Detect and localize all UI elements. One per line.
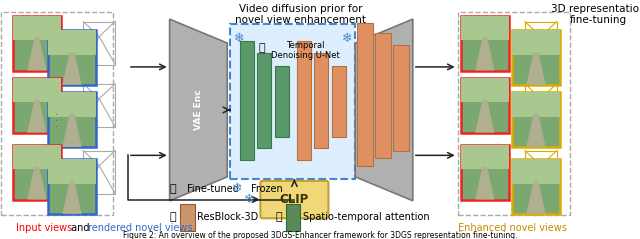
Text: and: and (68, 223, 93, 233)
Text: · · ·: · · · (507, 112, 517, 127)
Text: CLIP: CLIP (280, 193, 309, 206)
Bar (461, 145, 509, 169)
Text: ResBlock-3D: ResBlock-3D (197, 212, 259, 223)
Bar (461, 16, 509, 71)
Polygon shape (63, 114, 82, 147)
Bar (13, 16, 61, 40)
Bar (512, 92, 560, 117)
Text: Input views: Input views (16, 223, 72, 233)
Text: 3D representation
fine-tuning: 3D representation fine-tuning (551, 4, 640, 25)
Polygon shape (27, 38, 46, 71)
Bar (375, 33, 391, 158)
Bar (393, 45, 409, 151)
Bar (512, 30, 560, 85)
Text: Figure 2: An overview of the proposed 3DGS-Enhancer framework for 3DGS represent: Figure 2: An overview of the proposed 3D… (123, 231, 517, 239)
Text: ❄: ❄ (232, 182, 242, 195)
Bar (13, 16, 61, 71)
Bar (297, 41, 311, 160)
Bar (461, 78, 509, 103)
Text: rendered novel views: rendered novel views (88, 223, 193, 233)
Bar (48, 92, 96, 117)
Text: 🔥: 🔥 (170, 212, 176, 223)
Bar (48, 92, 96, 147)
Bar (314, 53, 328, 148)
Text: 🔥: 🔥 (275, 212, 282, 223)
Text: 🔥: 🔥 (259, 43, 265, 53)
Bar (48, 30, 96, 85)
Bar (13, 78, 61, 133)
Bar (512, 30, 560, 55)
Bar (512, 159, 560, 214)
Bar (357, 23, 373, 166)
Bar (286, 204, 300, 231)
Text: 🔥: 🔥 (170, 184, 176, 194)
Bar (230, 24, 355, 179)
Polygon shape (355, 19, 413, 201)
FancyBboxPatch shape (260, 181, 328, 218)
Bar (48, 159, 96, 184)
Bar (257, 53, 271, 148)
Polygon shape (475, 167, 494, 200)
Bar (13, 78, 61, 103)
Text: · · ·: · · · (52, 112, 63, 127)
Polygon shape (63, 181, 82, 214)
Polygon shape (526, 181, 545, 214)
Polygon shape (475, 100, 494, 133)
Bar (48, 30, 96, 55)
Bar (458, 12, 570, 215)
Text: Video diffusion prior for
novel view enhancement: Video diffusion prior for novel view enh… (236, 4, 366, 25)
Bar (461, 16, 509, 40)
Bar (332, 66, 346, 137)
Bar (180, 204, 195, 231)
Bar (1, 12, 113, 215)
Polygon shape (475, 38, 494, 71)
Bar (512, 159, 560, 184)
Polygon shape (170, 19, 227, 201)
Polygon shape (27, 167, 46, 200)
Text: ❄: ❄ (234, 32, 244, 45)
Polygon shape (27, 100, 46, 133)
Text: Frozen: Frozen (251, 184, 283, 194)
Text: Enhanced novel views: Enhanced novel views (458, 223, 566, 233)
Bar (461, 145, 509, 200)
Text: Fine-tuned: Fine-tuned (187, 184, 239, 194)
Bar (275, 66, 289, 137)
Polygon shape (526, 52, 545, 85)
Bar (13, 145, 61, 169)
Text: Temporal
Denoising U-Net: Temporal Denoising U-Net (271, 41, 340, 60)
Polygon shape (63, 52, 82, 85)
Text: VAE Enc: VAE Enc (194, 90, 203, 130)
Text: ❄: ❄ (342, 32, 352, 45)
Bar (461, 78, 509, 133)
Bar (512, 92, 560, 147)
Polygon shape (526, 114, 545, 147)
Text: ❄: ❄ (244, 193, 255, 206)
Text: Spatio-temporal attention: Spatio-temporal attention (303, 212, 429, 223)
Bar (13, 145, 61, 200)
Bar (48, 159, 96, 214)
Bar (240, 41, 254, 160)
